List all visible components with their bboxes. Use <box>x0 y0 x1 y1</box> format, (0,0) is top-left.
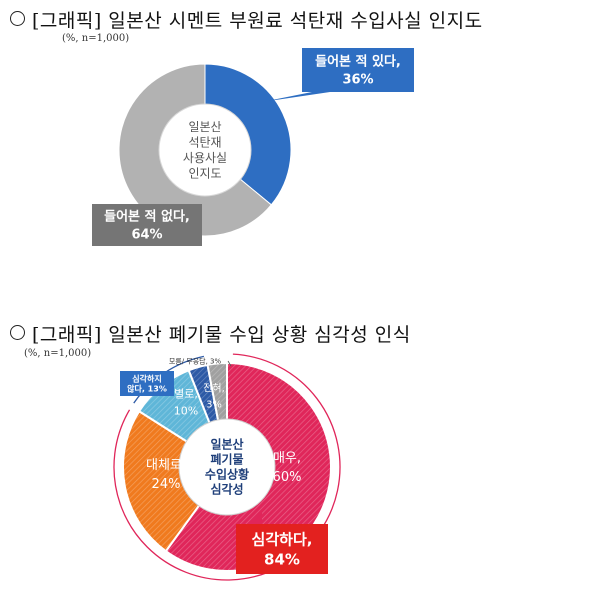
chart2-slice-label: 전혀, 3% <box>203 383 225 411</box>
chart2-serious-box <box>236 524 328 574</box>
circle-bullet-icon <box>10 11 25 26</box>
chart2-slice-label-line: 10% <box>174 404 198 417</box>
chart2-center-label: 일본산 폐기물 수입상황 심각성 <box>205 437 249 497</box>
chart2-serious-label: 심각하다, 84% <box>252 530 313 568</box>
chart1-center-bubble <box>158 103 252 197</box>
chart2-dontknow-label: 모름/ 무응답, 3% <box>169 356 222 365</box>
chart2-center-label-line: 일본산 <box>210 437 243 452</box>
chart1-callout-label-line: 64% <box>131 228 162 243</box>
section2-note: (%, n=1,000) <box>24 348 92 359</box>
chart2-slice-label-line: 대체로, <box>146 458 186 473</box>
section1-heading: [그래픽] 일본산 시멘트 부원료 석탄재 수입사실 인지도 <box>10 6 483 33</box>
chart2-slice-texture <box>123 411 227 552</box>
chart2-not-serious-label-line: 심각하지 <box>132 373 161 383</box>
section2-title: [그래픽] 일본산 폐기물 수입 상황 심각성 인식 <box>32 324 411 346</box>
chart2-not-serious-label: 심각하지 않다, 13% <box>127 373 167 393</box>
section2-heading: [그래픽] 일본산 폐기물 수입 상황 심각성 인식 <box>10 320 411 347</box>
chart2-center-bubble <box>178 418 276 516</box>
chart2-slice-label-line: 24% <box>152 477 181 492</box>
chart1-callout-label-line: 들어본 적 없다, <box>104 209 190 225</box>
chart2-center-label-line: 폐기물 <box>210 452 243 467</box>
chart2-slice-label-line: 별로, <box>174 387 198 400</box>
chart1-callout-label-line: 36% <box>342 73 373 88</box>
chart1-callout-label: 들어본 적 없다, 64% <box>104 209 190 243</box>
chart1-callout-label-line: 들어본 적 있다, <box>315 54 401 70</box>
chart2-serious-label-line: 심각하다, <box>252 530 313 548</box>
chart1-callout-box <box>92 204 202 246</box>
chart1-center-label-line: 일본산 <box>188 120 221 134</box>
chart2-slice-label-line: 3% <box>206 400 222 411</box>
chart1-center-label-line: 사용사실 <box>183 151 227 165</box>
chart1-callout-pointer <box>262 92 330 102</box>
chart2-not-serious-box <box>120 371 174 396</box>
chart2-center-label-line: 심각성 <box>210 482 243 497</box>
chart2-slice-label: 매우, 60% <box>273 451 302 485</box>
chart1-callout-label: 들어본 적 있다, 36% <box>315 54 401 88</box>
chart2-slice-label-line: 전혀, <box>203 383 225 395</box>
chart2-slice-label-line: 매우, <box>273 451 301 466</box>
chart2-dontknow-label-line: 모름/ 무응답, 3% <box>169 356 222 365</box>
chart2-not-serious-label-line: 않다, 13% <box>127 383 167 393</box>
chart2-slice-label: 별로, 10% <box>174 387 198 417</box>
chart1-center-label-line: 인지도 <box>188 166 221 180</box>
section1-note: (%, n=1,000) <box>62 33 130 44</box>
chart2-serious-label-line: 84% <box>264 550 300 568</box>
chart2-slice-label-line: 60% <box>273 470 302 485</box>
chart2-center-label-line: 수입상황 <box>205 467 249 482</box>
chart2-slice-label: 대체로, 24% <box>146 458 186 492</box>
circle-bullet-icon <box>10 325 25 340</box>
section1-title: [그래픽] 일본산 시멘트 부원료 석탄재 수입사실 인지도 <box>32 10 483 32</box>
chart1-callout-box <box>302 48 414 92</box>
chart1-center-label-line: 석탄재 <box>188 135 221 149</box>
chart2-dontknow-leader <box>227 360 232 367</box>
chart2-serious-pointer <box>250 512 262 524</box>
